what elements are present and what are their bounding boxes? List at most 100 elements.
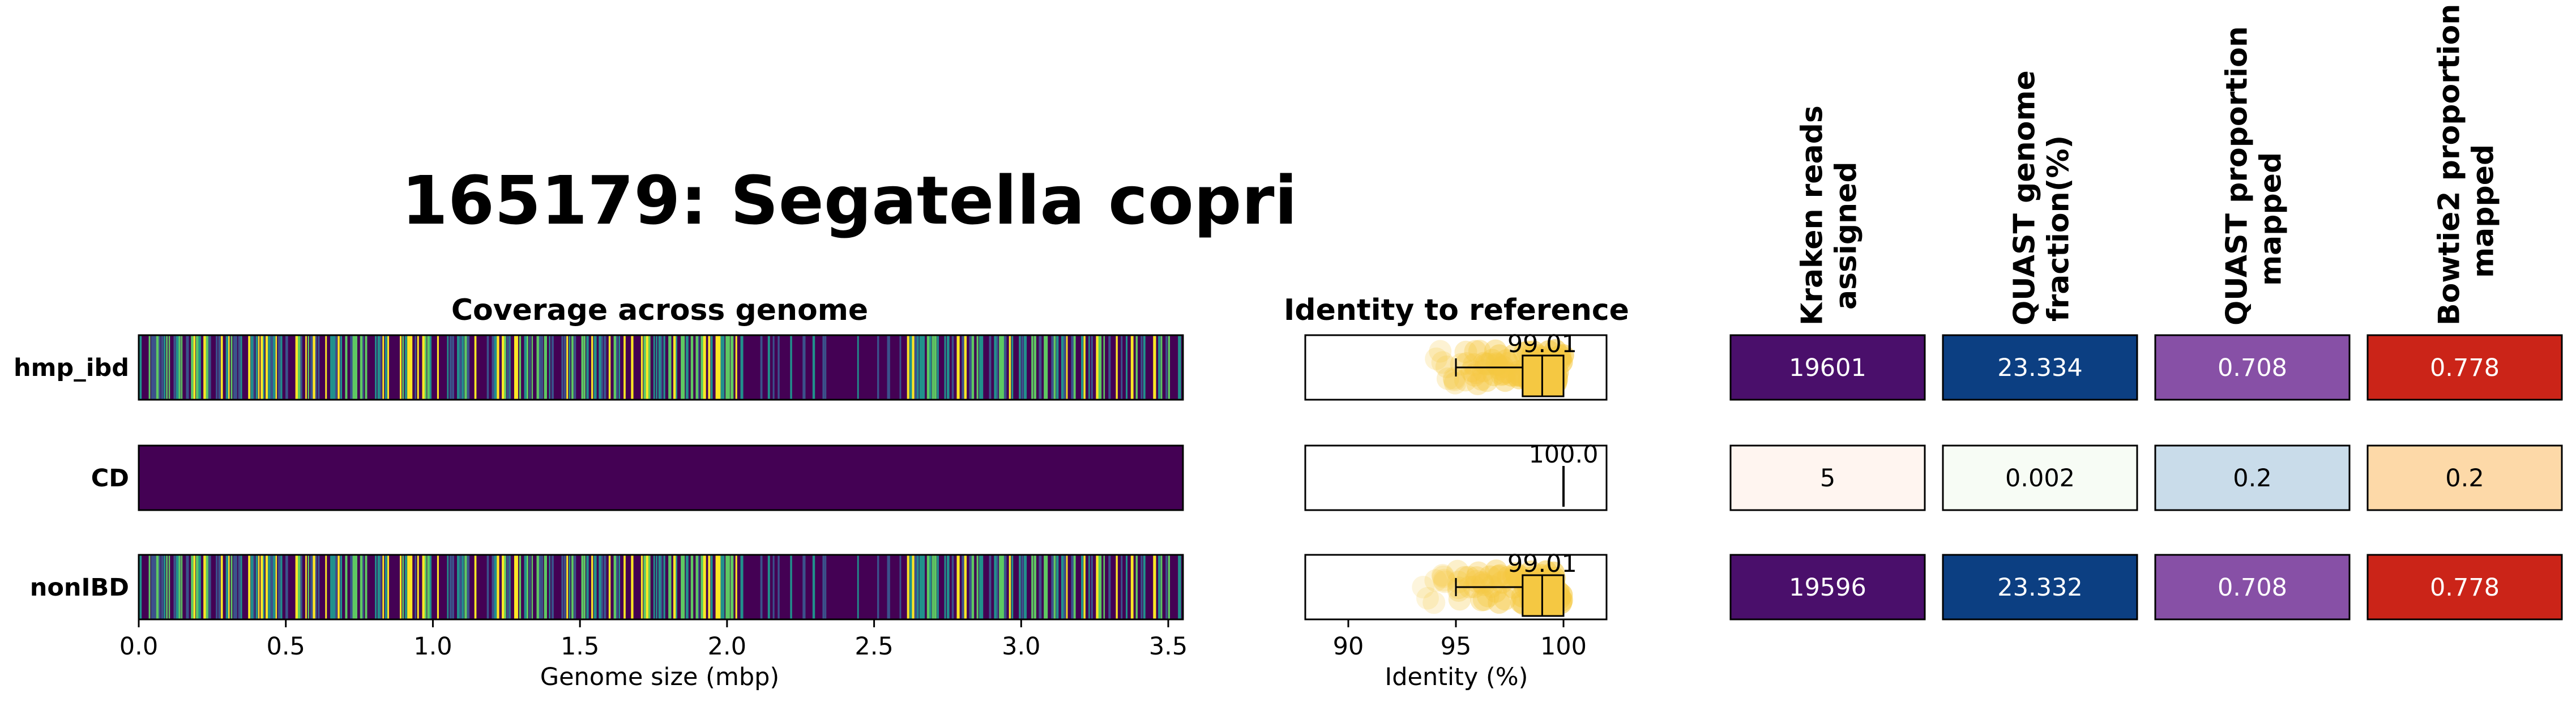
coverage-stripe bbox=[313, 555, 315, 619]
coverage-stripe bbox=[944, 555, 946, 619]
identity-point bbox=[1488, 344, 1511, 367]
coverage-stripe bbox=[139, 335, 142, 400]
identity-point bbox=[1454, 369, 1477, 392]
coverage-stripe bbox=[778, 335, 780, 400]
coverage-stripe bbox=[193, 335, 196, 400]
coverage-stripe bbox=[404, 555, 407, 619]
coverage-stripe bbox=[270, 335, 274, 400]
coverage-stripe bbox=[206, 335, 208, 400]
coverage-stripe bbox=[186, 335, 189, 400]
coverage-stripe bbox=[161, 555, 164, 619]
coverage-stripe bbox=[695, 555, 699, 619]
coverage-stripe bbox=[1096, 335, 1099, 400]
coverage-stripe bbox=[529, 555, 531, 619]
coverage-stripe bbox=[914, 555, 917, 619]
identity-point bbox=[1476, 584, 1500, 607]
coverage-stripe bbox=[504, 555, 506, 619]
identity-point bbox=[1488, 564, 1511, 587]
coverage-x-tick-label: 0.5 bbox=[267, 632, 305, 661]
coverage-stripe bbox=[273, 555, 276, 619]
metric-cell bbox=[1729, 334, 1926, 401]
coverage-stripe bbox=[1053, 335, 1056, 400]
coverage-stripe bbox=[365, 555, 368, 619]
coverage-stripe bbox=[437, 555, 439, 619]
coverage-stripe bbox=[802, 555, 806, 619]
coverage-stripe bbox=[1053, 555, 1056, 619]
coverage-stripe bbox=[415, 555, 416, 619]
coverage-stripe bbox=[198, 555, 201, 619]
coverage-stripe bbox=[173, 335, 176, 400]
coverage-stripe bbox=[181, 335, 183, 400]
coverage-stripe bbox=[526, 335, 528, 400]
coverage-stripe bbox=[1108, 555, 1111, 619]
coverage-stripe bbox=[976, 335, 979, 400]
coverage-stripe bbox=[673, 555, 676, 619]
coverage-stripe bbox=[216, 555, 218, 619]
coverage-stripe bbox=[715, 555, 719, 619]
coverage-stripe bbox=[1096, 555, 1099, 619]
coverage-stripe bbox=[218, 335, 221, 400]
coverage-stripe bbox=[307, 555, 309, 619]
coverage-stripe bbox=[717, 335, 721, 400]
coverage-stripe bbox=[236, 555, 237, 619]
coverage-stripe bbox=[524, 555, 527, 619]
coverage-stripe bbox=[604, 335, 606, 400]
coverage-stripe bbox=[735, 335, 737, 400]
coverage-stripe bbox=[462, 335, 464, 400]
identity-point bbox=[1472, 360, 1495, 383]
coverage-stripe bbox=[1083, 555, 1086, 619]
coverage-stripe bbox=[951, 335, 954, 400]
figure-title: 165179: Segatella copri bbox=[401, 161, 1297, 239]
coverage-stripe bbox=[964, 555, 967, 619]
coverage-stripe bbox=[909, 335, 913, 400]
coverage-stripe bbox=[379, 335, 382, 400]
coverage-stripe bbox=[735, 555, 737, 619]
coverage-stripe bbox=[909, 555, 913, 619]
coverage-stripe bbox=[1021, 335, 1024, 400]
coverage-stripe bbox=[464, 555, 467, 619]
coverage-stripe bbox=[608, 555, 611, 619]
coverage-stripe bbox=[989, 335, 992, 400]
coverage-stripe bbox=[230, 555, 233, 619]
coverage-stripe bbox=[153, 335, 156, 400]
coverage-stripe bbox=[646, 555, 648, 619]
coverage-stripe bbox=[310, 555, 313, 619]
coverage-stripe bbox=[646, 335, 648, 400]
coverage-stripe bbox=[623, 555, 626, 619]
coverage-stripe bbox=[1019, 555, 1021, 619]
identity-point bbox=[1481, 349, 1504, 372]
identity-point bbox=[1497, 566, 1520, 589]
coverage-stripe bbox=[250, 555, 254, 619]
identity-point bbox=[1472, 588, 1496, 611]
coverage-stripe bbox=[181, 555, 183, 619]
coverage-stripe bbox=[698, 335, 700, 400]
coverage-stripe bbox=[999, 555, 1002, 619]
coverage-stripe bbox=[563, 335, 566, 400]
coverage-stripe bbox=[593, 555, 597, 619]
coverage-stripe bbox=[166, 555, 168, 619]
coverage-stripe bbox=[504, 335, 506, 400]
coverage-stripe bbox=[352, 555, 356, 619]
coverage-stripe bbox=[772, 335, 775, 400]
coverage-stripe bbox=[586, 555, 589, 619]
coverage-stripe bbox=[569, 335, 571, 400]
identity-point bbox=[1463, 353, 1486, 376]
coverage-stripe bbox=[248, 335, 251, 400]
coverage-x-tick-label: 0.0 bbox=[119, 632, 158, 661]
coverage-stripe bbox=[1168, 555, 1170, 619]
coverage-stripe bbox=[474, 335, 477, 400]
coverage-stripe bbox=[191, 335, 194, 400]
coverage-stripe bbox=[506, 555, 510, 619]
coverage-x-tick-label: 3.0 bbox=[1002, 632, 1040, 661]
coverage-stripe bbox=[195, 555, 199, 619]
identity-point bbox=[1464, 340, 1487, 363]
coverage-stripe bbox=[825, 555, 827, 619]
coverage-stripe bbox=[255, 555, 258, 619]
coverage-stripe bbox=[951, 555, 954, 619]
identity-point bbox=[1432, 565, 1455, 588]
coverage-stripe bbox=[352, 335, 356, 400]
identity-point bbox=[1468, 340, 1491, 363]
coverage-stripe bbox=[529, 335, 531, 400]
coverage-stripe bbox=[1178, 555, 1181, 619]
coverage-stripe bbox=[492, 555, 495, 619]
